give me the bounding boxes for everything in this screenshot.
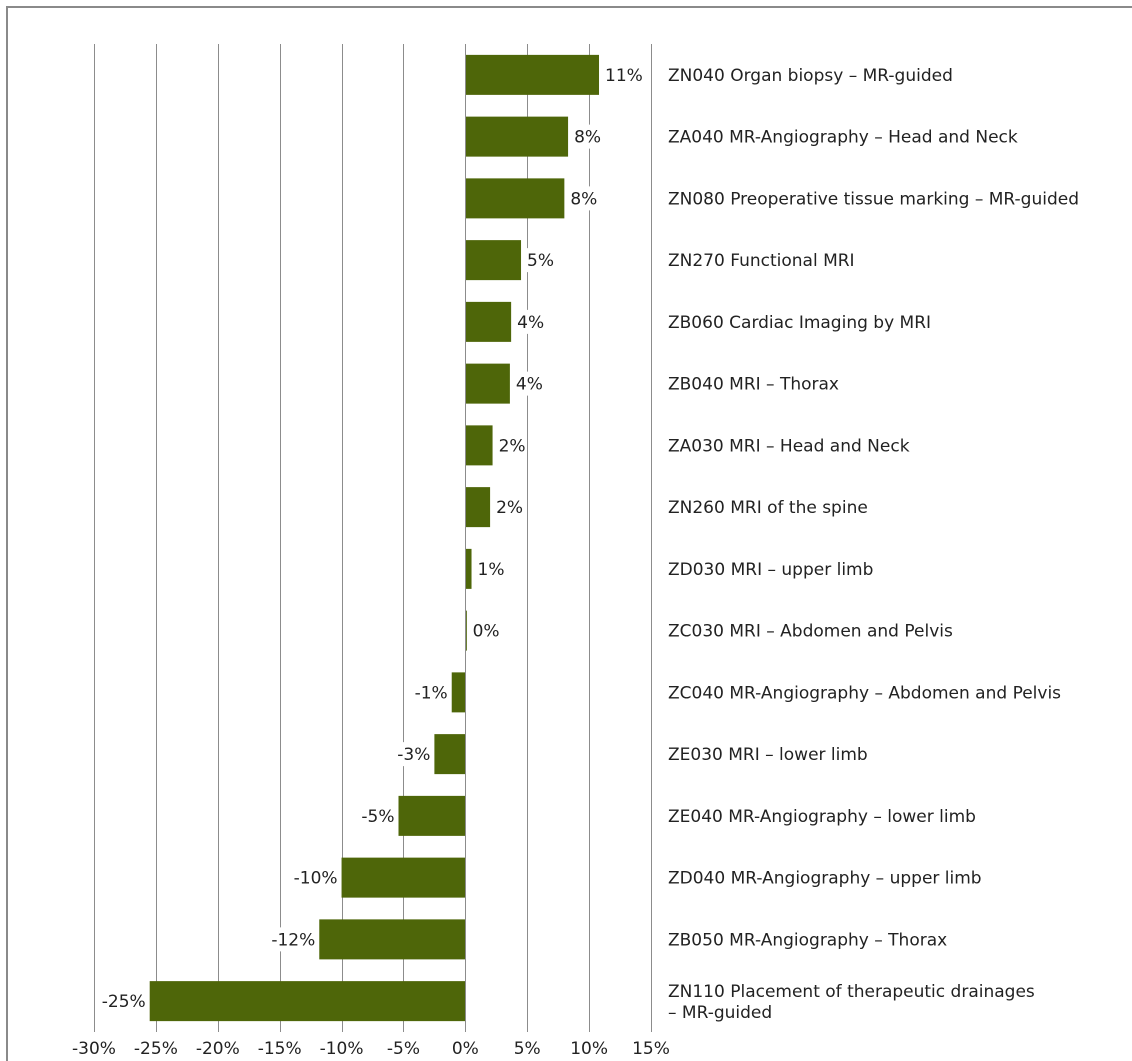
data-label-background [413,680,450,705]
category-label: ZD030 MRI – upper limb [668,560,873,580]
bar [465,240,522,281]
bar [465,301,512,342]
data-label: -1% [415,683,448,703]
category-label: ZN260 MRI of the spine [668,498,868,518]
x-tick-label: -5% [387,1039,420,1059]
data-label: 2% [499,436,526,456]
data-label-background [570,124,597,149]
bar [465,610,467,651]
bar [434,734,466,775]
data-label-background [513,309,540,334]
data-label-background [523,248,550,273]
x-tick-label: 5% [514,1039,541,1059]
category-label: ZN040 Organ biopsy – MR-guided [668,66,953,86]
data-label: -12% [271,930,315,950]
bar [465,116,569,157]
x-tick-label: -15% [258,1039,302,1059]
category-label: ZB060 Cardiac Imaging by MRI [668,313,931,333]
data-label: -25% [102,992,146,1012]
data-label: 11% [605,66,643,86]
category-label: ZA030 MRI – Head and Neck [668,436,910,456]
category-label: ZC040 MR-Angiography – Abdomen and Pelvi… [668,683,1061,703]
data-label: -10% [294,869,338,889]
data-label-background [293,865,340,890]
data-label: 4% [517,313,544,333]
x-tick-label: -30% [72,1039,116,1059]
category-label: ZB050 MR-Angiography – Thorax [668,930,947,950]
data-label-background [101,989,148,1014]
data-label-background [473,556,500,581]
data-label: 8% [570,189,597,209]
bar [465,548,472,589]
bar [465,363,510,404]
x-tick-label: -20% [196,1039,240,1059]
data-label: -5% [361,807,394,827]
x-tick-label: 15% [632,1039,670,1059]
bar [451,672,466,713]
data-label: 8% [574,128,601,148]
bar [465,425,493,466]
category-label: ZB040 MRI – Thorax [668,375,839,395]
bar [149,981,466,1022]
bar [465,178,565,219]
chart-frame [6,6,1132,1061]
data-label: 2% [496,498,523,518]
data-label: 1% [478,560,505,580]
x-tick-label: -25% [134,1039,178,1059]
bar [398,795,466,836]
data-label-background [601,62,638,87]
data-label-background [360,803,397,828]
x-tick-label: 0% [452,1039,479,1059]
category-label: ZC030 MRI – Abdomen and Pelvis [668,622,953,642]
category-label: ZN270 Functional MRI [668,251,855,271]
bar [319,919,466,960]
category-label: ZN110 Placement of therapeutic drainages… [668,982,1035,1023]
data-label-background [511,371,538,396]
data-label-background [492,495,519,520]
data-label-background [396,742,433,767]
data-label-background [468,618,495,643]
category-label: ZN080 Preoperative tissue marking – MR-g… [668,189,1079,209]
category-label: ZD040 MR-Angiography – upper limb [668,869,982,889]
data-label-background [566,186,593,211]
x-tick-label: -10% [320,1039,364,1059]
data-label: 5% [527,251,554,271]
data-label-background [494,433,521,458]
x-tick-label: 10% [570,1039,608,1059]
data-label-background [271,927,318,952]
category-label: ZE030 MRI – lower limb [668,745,868,765]
data-label: 4% [516,375,543,395]
data-label: 0% [473,622,500,642]
category-label: ZE040 MR-Angiography – lower limb [668,807,976,827]
bar [465,54,600,95]
bar [465,487,491,528]
category-label: ZA040 MR-Angiography – Head and Neck [668,128,1018,148]
bar [341,857,466,898]
data-label: -3% [397,745,430,765]
